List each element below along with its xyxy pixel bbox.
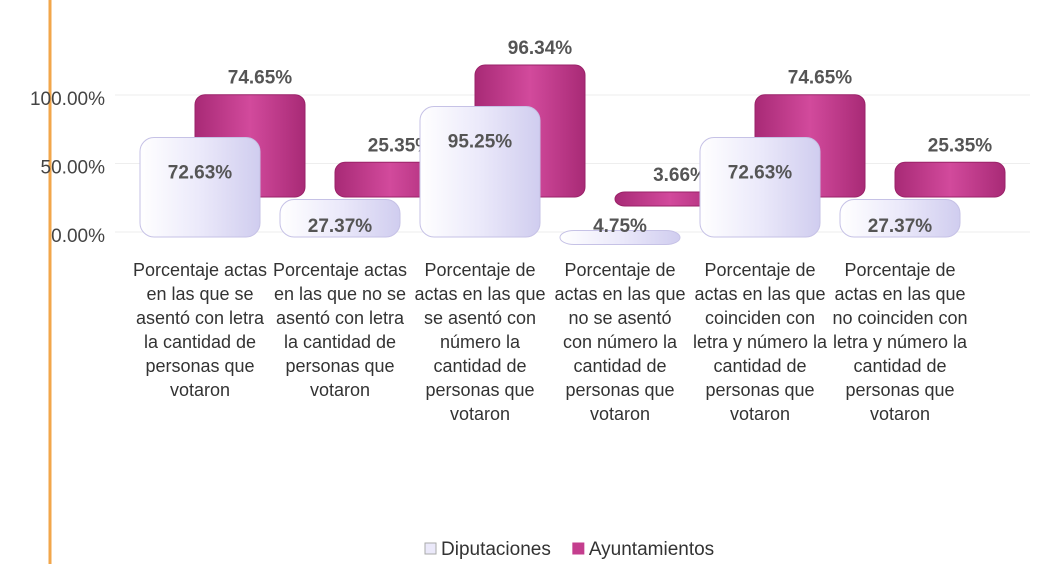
legend-label: Diputaciones — [441, 539, 551, 560]
y-tick-label: 0.00% — [51, 226, 105, 247]
category-label: Porcentaje actas en las que se asentó co… — [132, 260, 268, 400]
value-label: 95.25% — [448, 132, 513, 153]
legend-swatch — [424, 542, 437, 555]
value-label: 74.65% — [788, 68, 853, 89]
value-label: 25.35% — [368, 135, 433, 156]
bar — [279, 199, 401, 238]
bar — [839, 199, 961, 238]
value-label: 4.75% — [593, 216, 647, 237]
bar — [419, 106, 541, 238]
value-label: 27.37% — [868, 216, 933, 237]
legend-swatch — [572, 542, 585, 555]
value-label: 74.65% — [228, 68, 293, 89]
category-label: Porcentaje de actas en las que coinciden… — [692, 260, 828, 424]
value-label: 27.37% — [308, 216, 373, 237]
value-label: 72.63% — [728, 163, 793, 184]
bar — [559, 229, 681, 245]
category-label: Porcentaje de actas en las que no se ase… — [554, 260, 686, 424]
value-label: 3.66% — [653, 165, 707, 186]
y-tick-label: 50.00% — [41, 158, 106, 179]
category-label: Porcentaje de actas en las que no coinci… — [832, 260, 968, 424]
legend-label: Ayuntamientos — [589, 539, 714, 560]
value-label: 72.63% — [168, 163, 233, 184]
value-label: 25.35% — [928, 135, 993, 156]
value-label: 96.34% — [508, 38, 573, 59]
bar — [699, 136, 821, 238]
category-label: Porcentaje de actas en las que se asentó… — [414, 260, 546, 424]
category-label: Porcentaje actas en las que no se asentó… — [272, 260, 408, 400]
y-tick-label: 100.00% — [30, 89, 105, 110]
bar — [139, 136, 261, 238]
bar — [894, 161, 1006, 198]
